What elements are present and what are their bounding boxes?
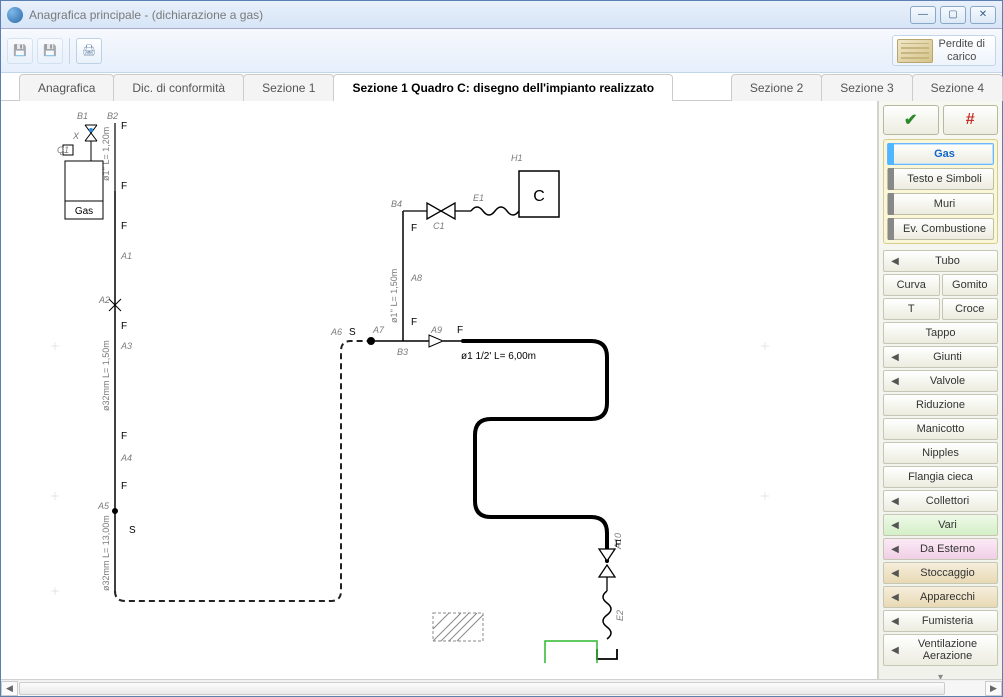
tabstrip: Anagrafica Dic. di conformità Sezione 1 … xyxy=(1,73,1002,101)
workarea: B1 B2 X Q1 F F ø1'' L= 1,20m xyxy=(1,101,1002,679)
error-icon[interactable]: # xyxy=(943,105,999,135)
hscroll-thumb[interactable] xyxy=(19,682,945,695)
tool-riduzione[interactable]: Riduzione xyxy=(883,394,998,416)
tool-flangia[interactable]: Flangia cieca xyxy=(883,466,998,488)
tool-manicotto[interactable]: Manicotto xyxy=(883,418,998,440)
tool-stoccaggio[interactable]: ◀Stoccaggio xyxy=(883,562,998,584)
tool-valvole[interactable]: ◀Valvole xyxy=(883,370,998,392)
perdite-label: Perdite di carico xyxy=(939,38,985,62)
app-icon xyxy=(7,7,23,23)
svg-text:ø32mm L= 13,00m: ø32mm L= 13,00m xyxy=(101,515,111,591)
tool-croce[interactable]: Croce xyxy=(942,298,999,320)
print-icon[interactable]: 🖨 xyxy=(76,38,102,64)
svg-text:A7: A7 xyxy=(372,325,385,335)
svg-text:E1: E1 xyxy=(473,193,484,203)
tool-da-esterno[interactable]: ◀Da Esterno xyxy=(883,538,998,560)
svg-text:F: F xyxy=(615,539,621,550)
svg-text:B4: B4 xyxy=(391,199,402,209)
svg-text:F: F xyxy=(121,181,127,192)
category-testo[interactable]: Testo e Simboli xyxy=(887,168,994,190)
tool-fumisteria[interactable]: ◀Fumisteria xyxy=(883,610,998,632)
right-sidebar: ✔ # Gas Testo e Simboli Muri Ev. Combust… xyxy=(878,101,1002,679)
save-all-icon[interactable]: 💾 xyxy=(37,38,63,64)
maximize-button[interactable]: ▢ xyxy=(940,6,966,24)
svg-text:F: F xyxy=(121,481,127,492)
hscroll-right[interactable]: ▶ xyxy=(985,681,1002,696)
tool-tubo[interactable]: ◀Tubo xyxy=(883,250,998,272)
drawing-canvas[interactable]: B1 B2 X Q1 F F ø1'' L= 1,20m xyxy=(1,101,878,679)
svg-text:A4: A4 xyxy=(120,453,132,463)
svg-text:B1: B1 xyxy=(77,111,88,121)
tool-t[interactable]: T xyxy=(883,298,940,320)
svg-text:A9: A9 xyxy=(430,325,442,335)
svg-text:B2: B2 xyxy=(107,111,118,121)
hscroll-left[interactable]: ◀ xyxy=(1,681,18,696)
toolbar-sep xyxy=(69,38,70,64)
category-ev-combustione[interactable]: Ev. Combustione xyxy=(887,218,994,240)
category-muri[interactable]: Muri xyxy=(887,193,994,215)
diagram-svg: B1 B2 X Q1 F F ø1'' L= 1,20m xyxy=(1,101,861,666)
svg-text:Q1: Q1 xyxy=(57,145,69,155)
svg-text:A1: A1 xyxy=(120,251,132,261)
svg-text:H1: H1 xyxy=(511,153,523,163)
tool-gomito[interactable]: Gomito xyxy=(942,274,999,296)
svg-text:F: F xyxy=(121,431,127,442)
svg-text:A6: A6 xyxy=(330,327,342,337)
svg-text:ø32mm L= 1,50m: ø32mm L= 1,50m xyxy=(101,340,111,411)
app-window: Anagrafica principale - (dichiarazione a… xyxy=(0,0,1003,697)
tool-giunti[interactable]: ◀Giunti xyxy=(883,346,998,368)
svg-text:B3: B3 xyxy=(397,347,408,357)
svg-text:F: F xyxy=(457,325,463,336)
svg-text:A8: A8 xyxy=(410,273,422,283)
tab-dic-conformita[interactable]: Dic. di conformità xyxy=(113,74,244,101)
window-buttons: — ▢ ✕ xyxy=(910,6,996,24)
tool-nipples[interactable]: Nipples xyxy=(883,442,998,464)
tool-apparecchi[interactable]: ◀Apparecchi xyxy=(883,586,998,608)
validate-icon[interactable]: ✔ xyxy=(883,105,939,135)
category-group: Gas Testo e Simboli Muri Ev. Combustione xyxy=(883,139,998,244)
svg-text:E2: E2 xyxy=(615,610,625,621)
tab-anagrafica[interactable]: Anagrafica xyxy=(19,74,114,101)
close-button[interactable]: ✕ xyxy=(970,6,996,24)
titlebar: Anagrafica principale - (dichiarazione a… xyxy=(1,1,1002,29)
category-gas[interactable]: Gas xyxy=(887,143,994,165)
tool-collettori[interactable]: ◀Collettori xyxy=(883,490,998,512)
tool-list: ◀Tubo Curva Gomito T Croce Tappo ◀Giunti… xyxy=(883,250,998,666)
svg-text:F: F xyxy=(121,121,127,132)
svg-text:ø1 1/2' L= 6,00m: ø1 1/2' L= 6,00m xyxy=(461,351,536,362)
svg-text:S: S xyxy=(349,327,356,338)
hscrollbar[interactable]: ◀ ▶ xyxy=(1,679,1002,696)
tab-sezione-2[interactable]: Sezione 2 xyxy=(731,74,822,101)
tool-curva[interactable]: Curva xyxy=(883,274,940,296)
svg-text:A5: A5 xyxy=(97,501,110,511)
svg-text:C1: C1 xyxy=(433,221,445,231)
tab-sezione-3[interactable]: Sezione 3 xyxy=(821,74,912,101)
svg-text:F: F xyxy=(411,317,417,328)
tool-vari[interactable]: ◀Vari xyxy=(883,514,998,536)
hscroll-track[interactable] xyxy=(18,681,985,696)
tool-tappo[interactable]: Tappo xyxy=(883,322,998,344)
svg-text:A3: A3 xyxy=(120,341,132,351)
svg-text:X: X xyxy=(72,131,80,141)
svg-text:F: F xyxy=(121,321,127,332)
minimize-button[interactable]: — xyxy=(910,6,936,24)
sidebar-more-icon[interactable]: ▾ xyxy=(883,670,998,679)
svg-text:A2: A2 xyxy=(98,295,110,305)
tab-sezione-1[interactable]: Sezione 1 xyxy=(243,74,334,101)
svg-text:C: C xyxy=(533,188,545,205)
tool-ventilazione[interactable]: ◀Ventilazione Aerazione xyxy=(883,634,998,666)
svg-text:F: F xyxy=(121,221,127,232)
gas-source-box: Gas xyxy=(65,161,103,219)
tab-sezione-4[interactable]: Sezione 4 xyxy=(912,74,1003,101)
svg-text:S: S xyxy=(129,525,136,536)
toolbar: 💾 💾 🖨 Perdite di carico xyxy=(1,29,1002,73)
save-icon[interactable]: 💾 xyxy=(7,38,33,64)
window-title: Anagrafica principale - (dichiarazione a… xyxy=(29,8,263,22)
svg-text:Gas: Gas xyxy=(75,206,93,217)
tab-sezione-1-quadro-c[interactable]: Sezione 1 Quadro C: disegno dell'impiant… xyxy=(333,74,673,101)
perdite-di-carico-button[interactable]: Perdite di carico xyxy=(892,35,996,65)
svg-text:F: F xyxy=(411,223,417,234)
calculator-icon xyxy=(897,39,933,63)
svg-text:ø1'' L= 1,50m: ø1'' L= 1,50m xyxy=(389,269,399,323)
